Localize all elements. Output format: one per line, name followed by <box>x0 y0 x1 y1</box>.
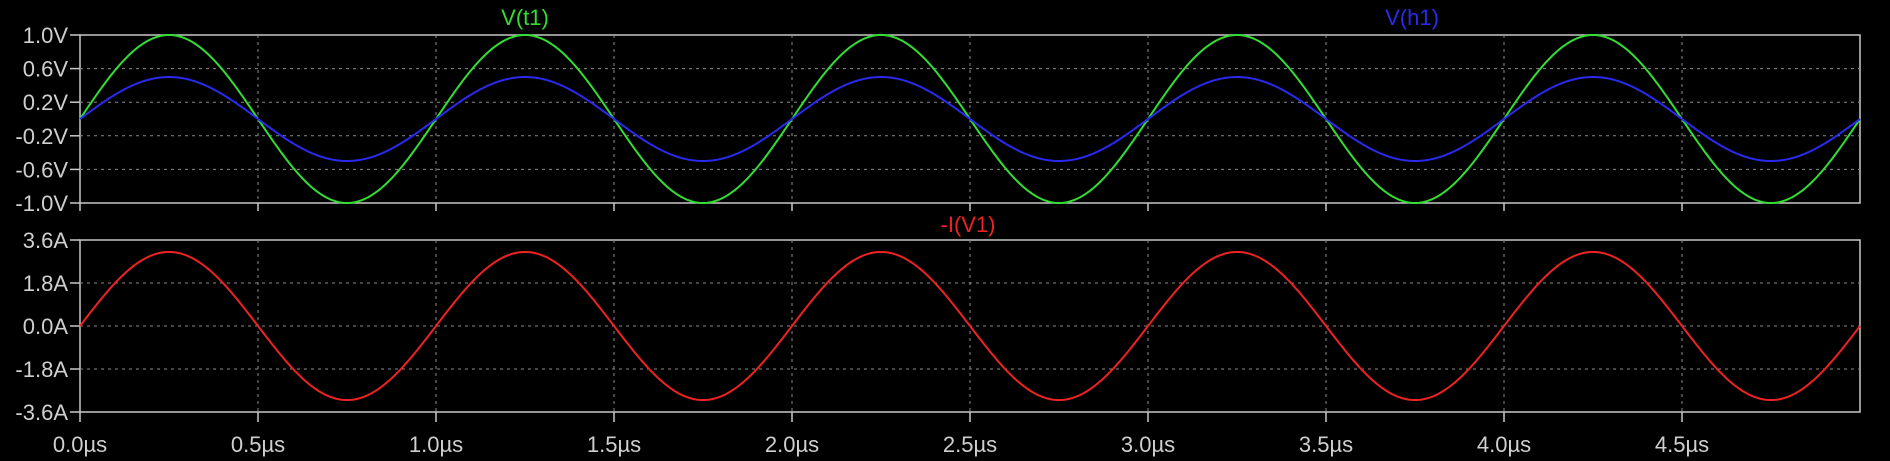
current-pane: 3.6A 1.8A 0.0A -1.8A -3.6A -I(V1) <box>15 212 1861 425</box>
trace-v-h1[interactable] <box>79 75 1861 163</box>
x-tick-label: 3.0µs <box>1121 432 1175 457</box>
top-y-tick-label: 0.2V <box>23 90 69 115</box>
x-tick-label: 0.0µs <box>53 432 107 457</box>
top-y-tick-label: -0.2V <box>15 124 68 149</box>
bottom-y-tick-label: 0.0A <box>23 314 69 339</box>
top-y-tick-label: -1.0V <box>15 191 68 216</box>
x-tick-label: 2.5µs <box>943 432 997 457</box>
top-y-tick-label: 0.6V <box>23 57 69 82</box>
bottom-y-tick-label: 1.8A <box>23 271 69 296</box>
x-tick-label: 1.5µs <box>587 432 641 457</box>
bottom-y-tick-label: -1.8A <box>15 357 68 382</box>
top-y-tick-label: 1.0V <box>23 23 69 48</box>
x-tick-label: 2.0µs <box>765 432 819 457</box>
x-tick-label: 3.5µs <box>1299 432 1353 457</box>
bottom-y-tick-label: 3.6A <box>23 228 69 253</box>
voltage-pane: 1.0V 0.6V 0.2V -0.2V -0.6V -1.0V V(t1) V(h1) <box>15 5 1861 216</box>
x-tick-label: 0.5µs <box>231 432 285 457</box>
trace-label-v-t1[interactable]: V(t1) <box>501 5 549 30</box>
trace-label-v-h1[interactable]: V(h1) <box>1385 5 1439 30</box>
top-y-tick-label: -0.6V <box>15 157 68 182</box>
x-tick-label: 1.0µs <box>409 432 463 457</box>
trace-label-i-v1[interactable]: -I(V1) <box>941 212 996 237</box>
trace-i-v1[interactable] <box>79 250 1861 402</box>
bottom-y-tick-label: -3.6A <box>15 400 68 425</box>
x-tick-label: 4.0µs <box>1477 432 1531 457</box>
x-tick-label: 4.5µs <box>1655 432 1709 457</box>
time-axis: 0.0µs 0.5µs 1.0µs 1.5µs 2.0µs 2.5µs 3.0µs 3.5µs… <box>53 203 1709 457</box>
